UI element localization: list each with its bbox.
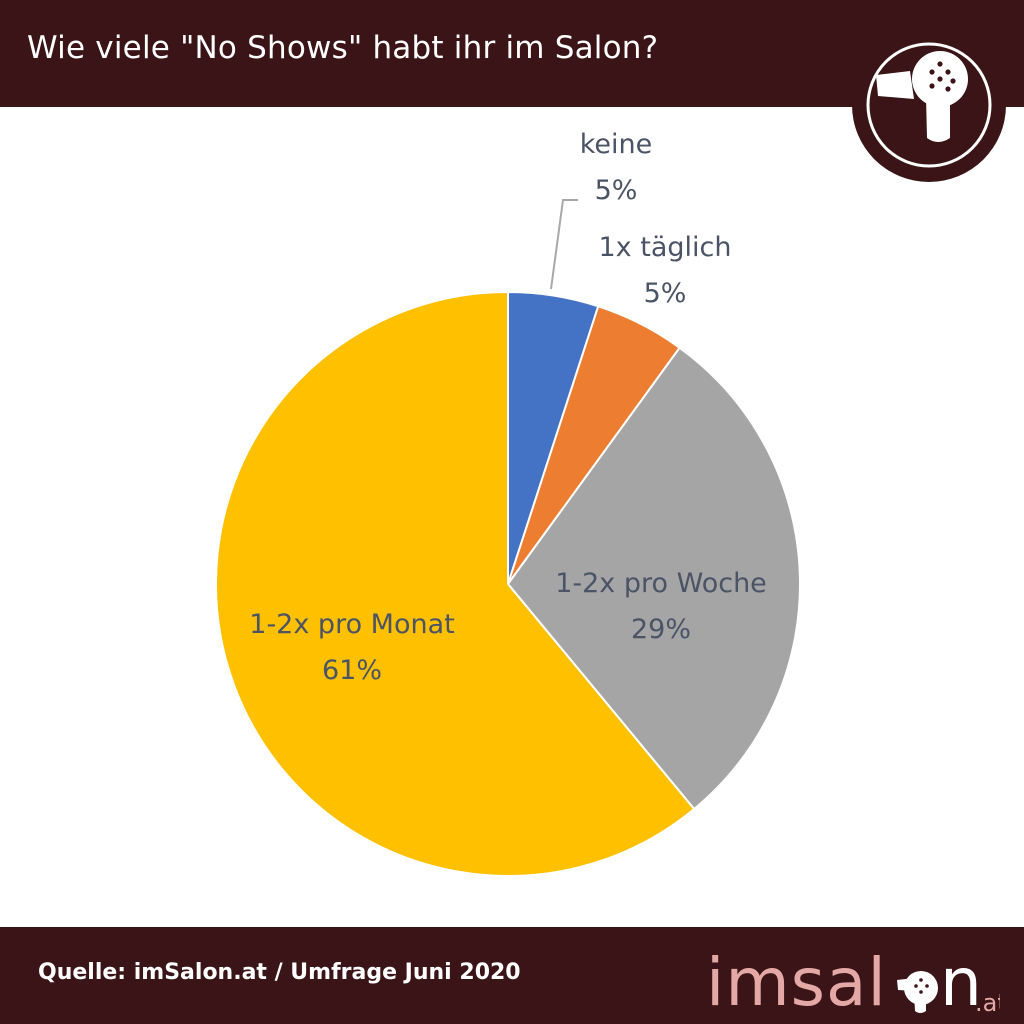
slice-label-1x-taeglich: 1x täglich (599, 232, 732, 263)
hair-dryer-icon (852, 28, 1006, 182)
logo-suffix: .at (975, 989, 1000, 1017)
slice-value-1x-taeglich: 5% (644, 278, 687, 309)
logo-dryer-icon (897, 971, 938, 1013)
footer-bar: Quelle: imSalon.at / Umfrage Juni 2020 i… (0, 927, 1024, 1024)
slice-label-pro-monat: 1-2x pro Monat (249, 609, 454, 640)
pie-slice-3 (215, 290, 696, 877)
slice-label-keine: keine (580, 129, 653, 160)
slice-label-pro-woche: 1-2x pro Woche (555, 568, 767, 599)
slice-value-keine: 5% (595, 175, 638, 206)
logo-text-main: imsal (706, 944, 887, 1017)
pie-slices (215, 290, 801, 877)
imsalon-logo: imsal n .at (706, 944, 1000, 1017)
logo-text-end: n (940, 944, 982, 1017)
pie-slice-2 (506, 346, 801, 811)
leader-line-keine (550, 199, 578, 290)
source-text: Quelle: imSalon.at / Umfrage Juni 2020 (38, 960, 521, 985)
slice-value-pro-woche: 29% (631, 614, 691, 645)
chart-title: Wie viele "No Shows" habt ihr im Salon? (27, 30, 659, 66)
slice-value-pro-monat: 61% (322, 655, 382, 686)
pie-chart: keine 5% 1x täglich 5% 1-2x pro Woche 29… (215, 129, 801, 877)
header-bar: Wie viele "No Shows" habt ihr im Salon? (0, 0, 1024, 107)
